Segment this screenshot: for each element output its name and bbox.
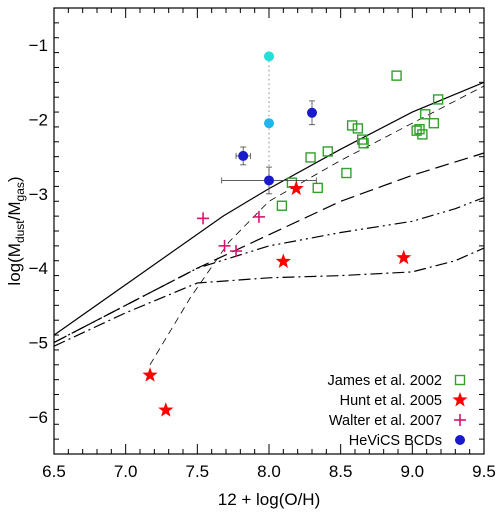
legend: James et al. 2002 Hunt et al. 2005 Walte… [328, 373, 468, 449]
y-title-part3: ) [5, 176, 24, 182]
model-curve-solid [53, 81, 485, 336]
point-plus [230, 245, 243, 258]
point-star [275, 253, 291, 268]
point-star [288, 180, 304, 196]
point-filled-circle [307, 107, 317, 118]
legend-label-hunt: Hunt et al. 2005 [340, 393, 442, 409]
y-title-part1: log(M [5, 243, 24, 286]
point-open-square [428, 118, 440, 129]
x-tick-label: 7.0 [114, 462, 138, 481]
point-plus [218, 239, 231, 252]
point-open-square [356, 134, 368, 145]
model-curves [53, 81, 485, 366]
y-axis-title: log(Mdust/Mgas) [5, 176, 27, 285]
legend-entry-hunt: Hunt et al. 2005 [340, 392, 468, 409]
point-filled-circle [238, 150, 249, 161]
tick-labels: 6.5 7.0 7.5 8.0 8.5 9.0 9.5 −6 −5 −4 −3 −2 −1 [29, 36, 496, 481]
y-tick-label: −2 [29, 111, 48, 130]
point-star [142, 367, 158, 382]
legend-marker-james [454, 374, 466, 386]
point-open-square [414, 123, 425, 135]
y-title-sub1: dust [13, 220, 27, 243]
x-tick-label: 9.5 [472, 462, 496, 481]
legend-label-hevics: HeViCS BCDs [349, 433, 442, 449]
legend-label-walter: Walter et al. 2007 [329, 413, 442, 429]
x-tick-label: 7.5 [186, 462, 210, 481]
point-open-square [352, 123, 364, 134]
model-curve-dash-dot [53, 247, 485, 347]
legend-symbol-star [452, 392, 468, 407]
series-star [142, 180, 412, 417]
point-open-square [432, 94, 444, 105]
x-axis-title: 12 + log(O/H) [218, 490, 321, 509]
model-curve-thin-dashed [149, 85, 485, 366]
point-plus [252, 210, 265, 223]
x-tick-label: 9.0 [401, 462, 425, 481]
legend-label-james: James et al. 2002 [328, 373, 442, 389]
series-plus [197, 210, 265, 258]
legend-symbol-open-square [454, 374, 466, 386]
point-open-square [411, 125, 422, 136]
legend-marker-hunt [452, 392, 468, 407]
data-points [142, 51, 444, 417]
axis-ticks [53, 7, 485, 455]
legend-symbol-plus [454, 414, 466, 426]
y-tick-label: −4 [29, 259, 48, 278]
x-tick-label: 8.0 [257, 462, 281, 481]
point-open-square [417, 129, 428, 140]
point-filled-circle [264, 175, 274, 186]
y-tick-label: −1 [29, 36, 48, 55]
y-title-sub2: gas [13, 182, 27, 201]
point-plus [197, 212, 210, 225]
y-tick-label: −3 [29, 185, 48, 204]
point-open-square [341, 167, 352, 179]
point-open-square [391, 70, 402, 81]
point-star [396, 249, 412, 265]
legend-entry-hevics: HeViCS BCDs [349, 433, 465, 449]
point-open-square [305, 152, 316, 163]
model-curve-dash-dot-dot [53, 196, 485, 344]
legend-marker-walter [454, 414, 466, 426]
legend-marker-hevics [455, 435, 465, 445]
point-open-square [346, 120, 358, 131]
point-open-square [322, 146, 333, 157]
legend-entry-walter: Walter et al. 2007 [329, 413, 466, 429]
model-curve-dashed [53, 152, 485, 344]
series-open-square [276, 70, 444, 211]
point-open-square [312, 182, 323, 194]
legend-entry-james: James et al. 2002 [328, 373, 466, 389]
legend-symbol-filled-circle [455, 435, 465, 445]
y-tick-label: −6 [29, 408, 48, 427]
y-tick-label: −5 [29, 334, 48, 353]
series-filled-circle [221, 51, 317, 195]
x-tick-label: 8.5 [329, 462, 353, 481]
x-tick-label: 6.5 [42, 462, 66, 481]
point-open-square [276, 200, 288, 211]
point-filled-circle [264, 51, 274, 62]
point-filled-circle [264, 118, 274, 129]
point-open-square [420, 109, 431, 120]
y-title-part2: /M [5, 201, 24, 220]
point-open-square [358, 138, 369, 149]
point-star [158, 402, 174, 417]
